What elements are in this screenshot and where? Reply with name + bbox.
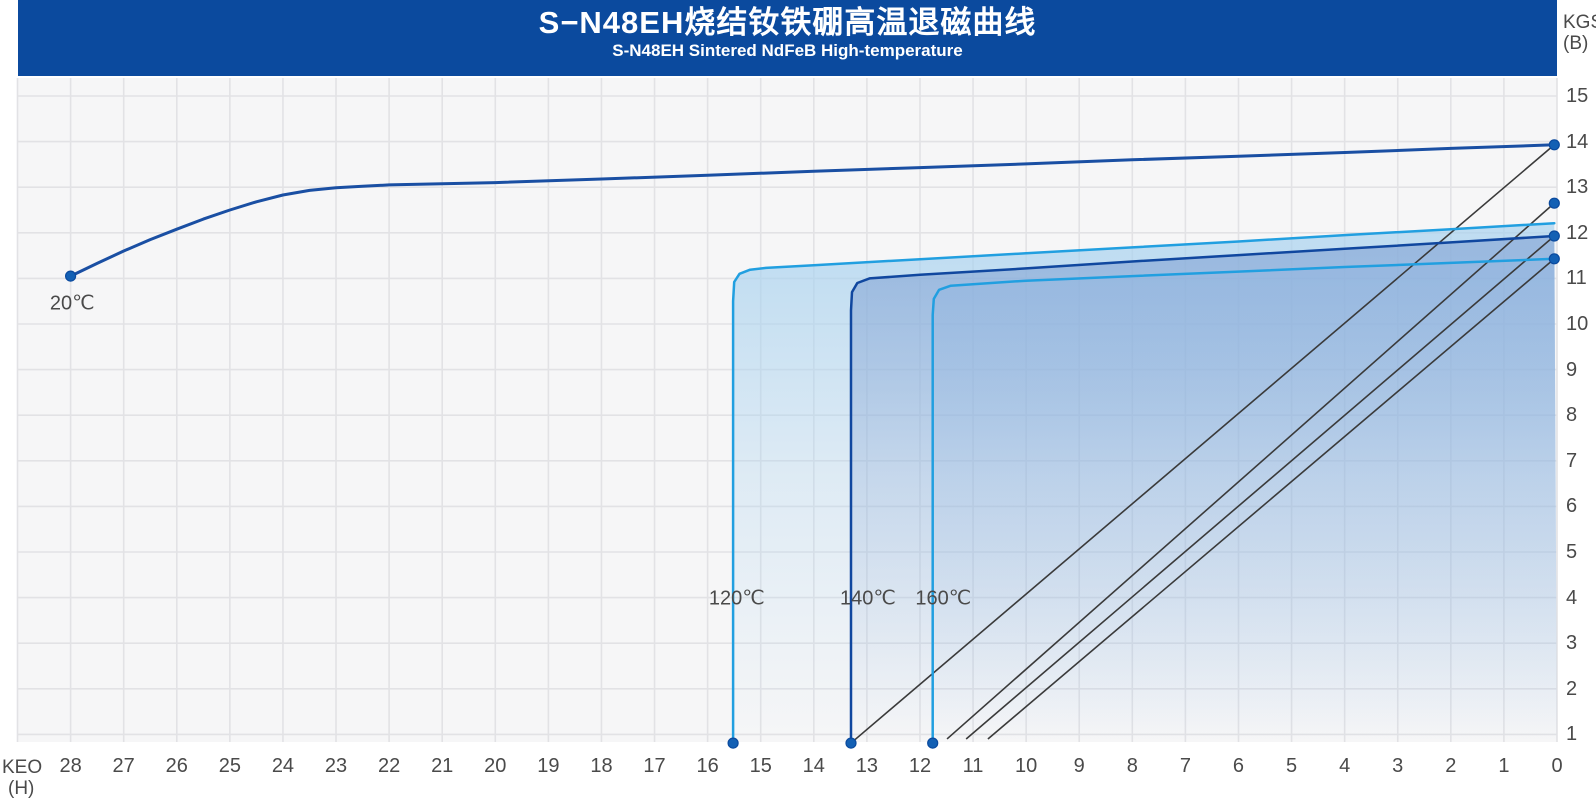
curve-140℃ <box>849 234 1556 745</box>
curve-120℃ <box>731 221 1556 745</box>
chart-title: S−N48EH烧结钕铁硼高温退磁曲线 <box>538 5 1037 40</box>
marker-dots <box>64 139 1560 749</box>
chart-subtitle: S-N48EH Sintered NdFeB High-temperature <box>612 41 963 60</box>
curve-20℃ <box>69 143 1556 278</box>
load-lines <box>850 144 1555 744</box>
chart-header: S−N48EH烧结钕铁硼高温退磁曲线 S-N48EH Sintered NdFe… <box>18 0 1557 76</box>
curve-160℃ <box>931 257 1556 745</box>
